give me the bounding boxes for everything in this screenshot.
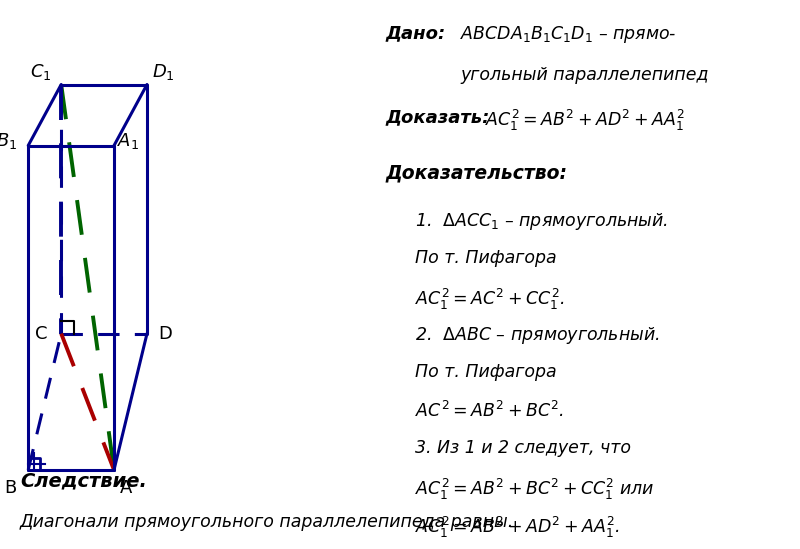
Text: 1.  $\Delta ACC_1$ – прямоугольный.: 1. $\Delta ACC_1$ – прямоугольный. (415, 211, 668, 232)
Text: $D_1$: $D_1$ (152, 61, 174, 81)
Text: Следствие.: Следствие. (20, 471, 147, 490)
Text: По т. Пифагора: По т. Пифагора (415, 363, 557, 381)
Text: $AC^2=AB^2+BC^2$.: $AC^2=AB^2+BC^2$. (415, 401, 564, 421)
Text: угольный параллелепипед: угольный параллелепипед (460, 66, 709, 84)
Text: $AC_1^2=AB^2+AD^2+AA_1^2$.: $AC_1^2=AB^2+AD^2+AA_1^2$. (415, 515, 620, 540)
Text: B: B (4, 479, 16, 497)
Text: Дано:: Дано: (385, 24, 446, 42)
Text: $AC_1^2=AB^2+AD^2+AA_1^2$: $AC_1^2=AB^2+AD^2+AA_1^2$ (485, 108, 685, 133)
Text: $AC_1^2=AC^2+CC_1^2$.: $AC_1^2=AC^2+CC_1^2$. (415, 287, 565, 312)
Text: $ABCDA_1B_1C_1D_1$ – прямо-: $ABCDA_1B_1C_1D_1$ – прямо- (460, 24, 677, 45)
Text: $A_1$: $A_1$ (117, 131, 139, 150)
Text: По т. Пифагора: По т. Пифагора (415, 249, 557, 267)
Text: $C_1$: $C_1$ (30, 61, 52, 81)
Text: C: C (35, 324, 47, 343)
Text: Доказательство:: Доказательство: (385, 163, 567, 182)
Text: D: D (158, 324, 172, 343)
Text: Диагонали прямоугольного параллелепипеда равны.: Диагонали прямоугольного параллелепипеда… (20, 513, 514, 531)
Text: Доказать:: Доказать: (385, 108, 490, 126)
Text: A: A (120, 479, 132, 497)
Text: 3. Из 1 и 2 следует, что: 3. Из 1 и 2 следует, что (415, 439, 631, 457)
Text: 2.  $\Delta ABC$ – прямоугольный.: 2. $\Delta ABC$ – прямоугольный. (415, 325, 660, 346)
Text: $B_1$: $B_1$ (0, 131, 17, 150)
Text: $AC_1^2=AB^2+BC^2+CC_1^2$ или: $AC_1^2=AB^2+BC^2+CC_1^2$ или (415, 477, 654, 502)
